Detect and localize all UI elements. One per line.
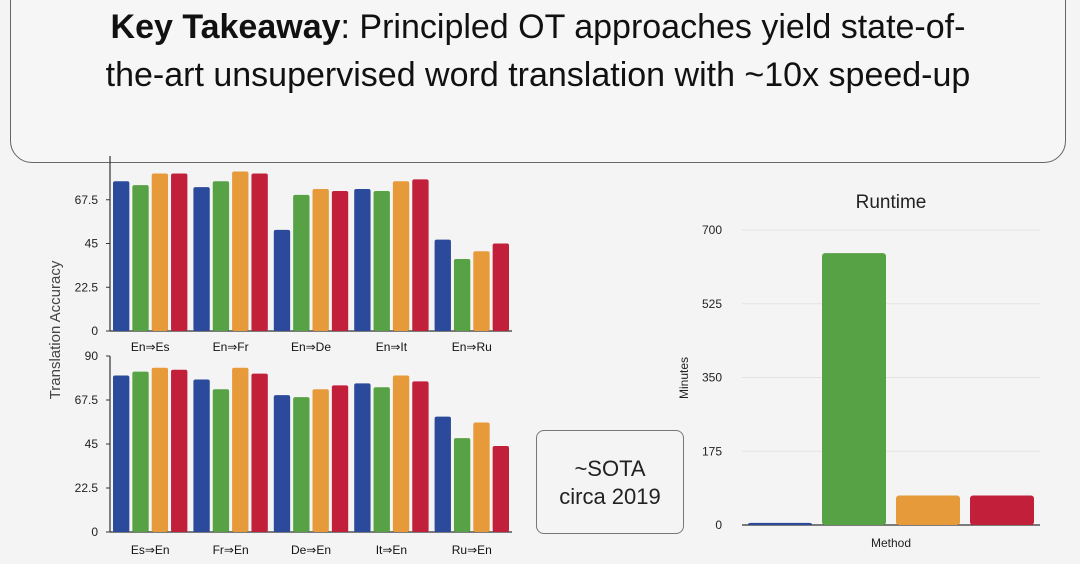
chart1-category-label: En⇒Fr [213,340,249,354]
chart2-bar-red [492,445,509,532]
takeaway-line1: Principled OT approaches yield state-of- [359,8,966,46]
chart2-category-label: Fr⇒En [213,543,249,557]
chart3-y-tick-label: 525 [702,297,722,311]
chart1-bar-blue [113,181,130,331]
chart1-bar-red [251,173,268,331]
chart2-bar-blue [273,395,291,532]
chart2-bar-green [132,371,149,532]
chart2-bar-green [373,387,390,532]
chart2-category-label: It⇒En [376,543,407,557]
chart2-y-tick-label: 0 [91,525,98,539]
chart3-y-tick-label: 700 [702,223,722,237]
chart3-x-axis-label: Method [871,536,911,550]
chart3-bar-orange [896,495,960,525]
chart3-bar-blue [748,522,812,525]
chart1-bar-green [373,191,390,331]
takeaway-line2: the-art unsupervised word translation wi… [105,56,971,94]
chart2-y-tick-label: 90 [85,349,99,363]
takeaway-box: Key Takeaway: Principled OT approaches y… [10,0,1066,163]
chart1-bar-blue [354,189,371,331]
chart1-category-label: En⇒Es [131,340,170,354]
chart2-bar-orange [151,367,169,532]
chart2-y-tick-label: 22.5 [75,481,99,495]
chart1-category-label: En⇒It [376,340,408,354]
chart1-bar-blue [434,239,451,331]
chart1-category-label: En⇒De [291,340,331,354]
chart1-bar-orange [473,251,490,331]
chart2-bar-orange [232,367,249,532]
chart3-y-tick-label: 175 [702,444,722,458]
chart1-bar-blue [193,187,210,331]
chart2-bar-red [412,381,429,532]
chart2-bar-orange [473,422,490,532]
chart2-category-label: Es⇒En [131,543,170,557]
chart3-y-tick-label: 0 [715,518,722,532]
chart3-bar-red [970,495,1034,525]
chart2-bar-green [453,438,471,532]
chart1-y-axis-label: Translation Accuracy [47,260,64,399]
chart1-bar-red [492,243,509,331]
chart1-y-tick-label: 22.5 [75,280,99,294]
sota-box: ~SOTA circa 2019 [536,430,684,534]
chart2-bar-green [212,389,230,532]
chart1-bar-orange [312,189,329,331]
chart1-bar-blue [273,229,291,331]
chart2-bar-blue [193,379,210,532]
chart1-bar-red [171,173,188,331]
takeaway-colon: : [340,8,350,46]
chart1-bar-green [212,181,230,331]
chart1-bar-green [453,259,471,331]
chart1-bar-red [412,179,429,331]
chart2-category-label: De⇒En [291,543,331,557]
chart1-category-label: En⇒Ru [452,340,492,354]
takeaway-text: Key Takeaway: Principled OT approaches y… [11,3,1065,99]
sota-line1: ~SOTA [574,456,646,481]
chart2-bar-blue [434,416,451,532]
chart3-bar-green [822,253,886,525]
chart2-bar-blue [354,383,371,532]
chart2-bar-green [293,397,310,532]
chart2-bar-red [171,369,188,532]
chart1-bar-orange [392,181,410,331]
chart2-bar-red [251,373,268,532]
chart1-bar-green [132,185,149,331]
chart1-bar-orange [151,173,169,331]
chart2-bar-orange [392,375,410,532]
chart2-bar-orange [312,389,329,532]
takeaway-label: Key Takeaway [110,8,341,46]
chart1-y-tick-label: 67.5 [75,193,99,207]
chart2-category-label: Ru⇒En [452,543,492,557]
chart1-bar-orange [232,171,249,331]
chart3-title: Runtime [856,192,927,213]
chart1-bar-red [331,191,349,331]
chart2-y-tick-label: 67.5 [75,393,99,407]
chart2-bar-blue [113,375,130,532]
chart1-bar-green [293,194,310,331]
chart1-y-tick-label: 0 [91,324,98,338]
chart3-y-axis-label: Minutes [677,357,691,399]
chart2-y-tick-label: 45 [85,437,99,451]
chart1-y-tick-label: 45 [85,237,99,251]
chart2-bar-red [331,385,349,532]
chart3-y-tick-label: 350 [702,371,722,385]
sota-line2: circa 2019 [559,484,661,509]
